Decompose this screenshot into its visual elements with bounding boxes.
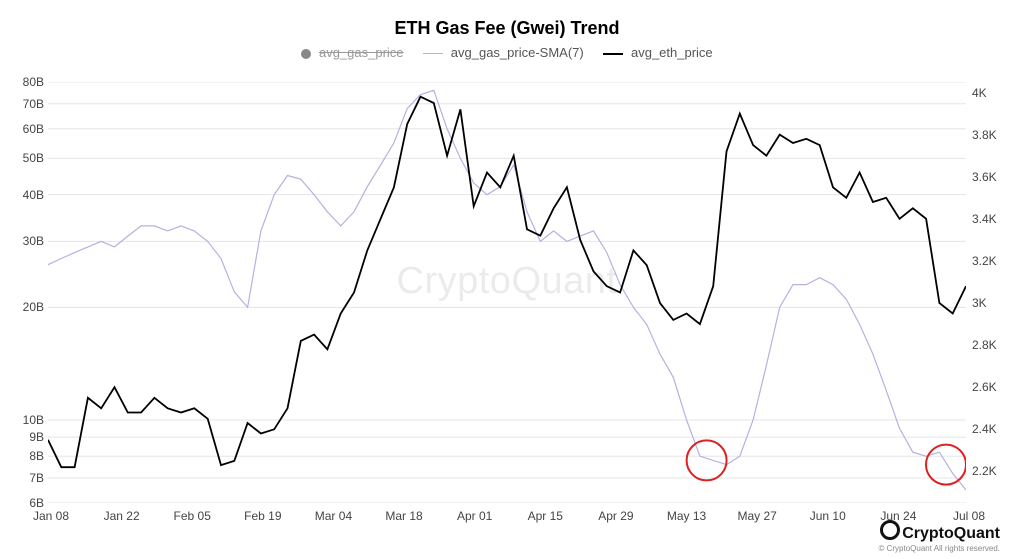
y-left-tick: 80B bbox=[6, 75, 44, 89]
legend-item-avg-gas-price: avg_gas_price bbox=[301, 45, 407, 60]
x-tick: Mar 04 bbox=[308, 509, 358, 523]
brand-name: CryptoQuant bbox=[902, 525, 1000, 542]
chart-svg bbox=[48, 82, 966, 503]
y-right-tick: 3.6K bbox=[972, 170, 997, 184]
y-left-tick: 9B bbox=[6, 430, 44, 444]
x-tick: Mar 18 bbox=[379, 509, 429, 523]
y-right-tick: 2.6K bbox=[972, 380, 997, 394]
y-right-tick: 2.8K bbox=[972, 338, 997, 352]
brand-logo: CryptoQuant bbox=[879, 520, 1001, 543]
y-left-tick: 10B bbox=[6, 413, 44, 427]
y-left-tick: 40B bbox=[6, 188, 44, 202]
line-icon bbox=[423, 53, 443, 54]
x-tick: May 13 bbox=[662, 509, 712, 523]
y-left-tick: 7B bbox=[6, 471, 44, 485]
y-right-tick: 4K bbox=[972, 86, 987, 100]
x-tick: Feb 19 bbox=[238, 509, 288, 523]
x-tick: Jun 10 bbox=[803, 509, 853, 523]
legend-label: avg_eth_price bbox=[631, 45, 713, 60]
y-left-tick: 60B bbox=[6, 122, 44, 136]
y-right-tick: 2.2K bbox=[972, 464, 997, 478]
x-tick: Jan 08 bbox=[26, 509, 76, 523]
y-right-tick: 3.8K bbox=[972, 128, 997, 142]
y-left-tick: 20B bbox=[6, 300, 44, 314]
x-tick: Apr 15 bbox=[520, 509, 570, 523]
y-left-tick: 6B bbox=[6, 496, 44, 510]
legend-item-sma: avg_gas_price-SMA(7) bbox=[423, 45, 587, 60]
copyright: © CryptoQuant All rights reserved. bbox=[879, 544, 1001, 553]
footer: CryptoQuant © CryptoQuant All rights res… bbox=[879, 520, 1001, 553]
line-icon bbox=[603, 53, 623, 55]
dot-icon bbox=[301, 49, 311, 59]
y-right-tick: 3.2K bbox=[972, 254, 997, 268]
y-right-tick: 2.4K bbox=[972, 422, 997, 436]
y-right-tick: 3.4K bbox=[972, 212, 997, 226]
chart-title: ETH Gas Fee (Gwei) Trend bbox=[0, 0, 1014, 39]
y-right-tick: 3K bbox=[972, 296, 987, 310]
y-left-tick: 30B bbox=[6, 234, 44, 248]
legend: avg_gas_price avg_gas_price-SMA(7) avg_e… bbox=[0, 45, 1014, 60]
y-left-tick: 50B bbox=[6, 151, 44, 165]
y-left-tick: 70B bbox=[6, 97, 44, 111]
x-tick: Apr 01 bbox=[450, 509, 500, 523]
plot-area bbox=[48, 82, 966, 503]
legend-label: avg_gas_price-SMA(7) bbox=[451, 45, 584, 60]
x-tick: Jan 22 bbox=[97, 509, 147, 523]
x-tick: May 27 bbox=[732, 509, 782, 523]
x-tick: Feb 05 bbox=[167, 509, 217, 523]
logo-circle-icon bbox=[880, 520, 900, 540]
y-left-tick: 8B bbox=[6, 449, 44, 463]
legend-label: avg_gas_price bbox=[319, 45, 404, 60]
legend-item-eth-price: avg_eth_price bbox=[603, 45, 712, 60]
x-tick: Apr 29 bbox=[591, 509, 641, 523]
